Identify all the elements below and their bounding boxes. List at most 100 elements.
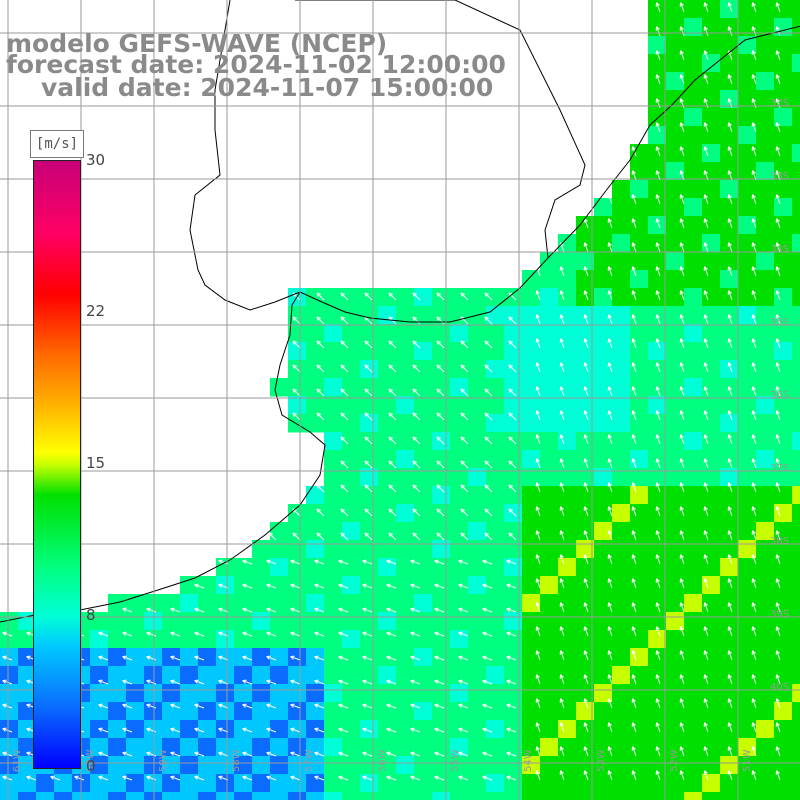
wind-arrow: [775, 458, 781, 469]
wind-arrow: [703, 50, 709, 61]
field-cell: [36, 774, 55, 793]
field-cell: [684, 234, 703, 253]
wind-arrow: [412, 412, 421, 421]
field-cell: [648, 576, 667, 595]
field-cell: [396, 288, 415, 307]
field-cell: [666, 504, 685, 523]
field-cell: [684, 90, 703, 109]
field-cell: [324, 342, 343, 361]
wind-arrow: [508, 484, 517, 493]
wind-arrow: [290, 655, 301, 661]
field-cell: [486, 774, 505, 793]
wind-arrow: [775, 122, 781, 133]
wind-arrow: [631, 458, 637, 469]
field-cell: [702, 126, 721, 145]
field-cell: [666, 162, 685, 181]
wind-arrow: [218, 751, 229, 757]
field-cell: [666, 180, 685, 199]
field-cell: [0, 684, 19, 703]
field-cell: [486, 306, 505, 325]
wind-arrow: [703, 746, 709, 757]
wind-arrow: [436, 484, 445, 493]
field-cell: [738, 396, 757, 415]
wind-arrow: [436, 388, 445, 397]
field-cell: [342, 738, 361, 757]
field-cell: [666, 72, 685, 91]
field-cell: [666, 36, 685, 55]
field-cell: [720, 198, 739, 217]
field-cell: [702, 54, 721, 73]
wind-arrow: [458, 631, 469, 637]
field-cell: [612, 252, 631, 271]
wind-arrow: [508, 388, 517, 397]
field-cell: [414, 720, 433, 739]
wind-arrow: [122, 631, 133, 637]
field-cell: [594, 756, 613, 775]
field-cell: [648, 216, 667, 235]
field-cell: [792, 432, 800, 451]
field-cell: [522, 486, 541, 505]
field-cell: [594, 792, 613, 800]
field-cell: [756, 630, 775, 649]
wind-arrow: [703, 770, 709, 781]
wind-arrow: [535, 698, 541, 709]
longitude-label: 61W: [12, 749, 23, 772]
wind-arrow: [775, 698, 781, 709]
field-cell: [666, 684, 685, 703]
wind-arrow: [535, 482, 541, 493]
wind-arrow: [340, 508, 349, 517]
field-cell: [540, 378, 559, 397]
wind-arrow: [482, 679, 493, 685]
field-cell: [630, 558, 649, 577]
wind-arrow: [434, 559, 445, 565]
field-cell: [594, 396, 613, 415]
colorbar-tick-label: 22: [86, 302, 106, 320]
wind-arrow: [655, 434, 661, 445]
field-cell: [648, 270, 667, 289]
field-cell: [288, 342, 307, 361]
field-cell: [738, 108, 757, 127]
wind-arrow: [679, 458, 685, 469]
wind-arrow: [607, 290, 613, 301]
wind-arrow: [482, 583, 493, 589]
wind-arrow: [460, 340, 469, 349]
wind-arrow: [679, 290, 685, 301]
wind-arrow: [364, 412, 373, 421]
field-cell: [756, 432, 775, 451]
wind-arrow: [436, 532, 445, 541]
field-cell: [558, 342, 577, 361]
field-cell: [414, 558, 433, 577]
field-cell: [792, 72, 800, 91]
field-cell: [216, 666, 235, 685]
field-cell: [144, 612, 163, 631]
field-cell: [360, 666, 379, 685]
wind-arrow: [775, 650, 781, 661]
field-cell: [774, 486, 793, 505]
field-cell: [630, 468, 649, 487]
field-cell: [468, 702, 487, 721]
wind-arrow: [727, 530, 733, 541]
wind-arrow: [340, 388, 349, 397]
wind-arrow: [484, 436, 493, 445]
field-cell: [396, 792, 415, 800]
wind-arrow: [631, 746, 637, 757]
field-cell: [486, 702, 505, 721]
wind-arrow: [434, 775, 445, 781]
field-cell: [720, 270, 739, 289]
wind-arrow: [775, 146, 781, 157]
field-cell: [378, 414, 397, 433]
field-cell: [684, 522, 703, 541]
wind-arrow: [607, 626, 613, 637]
wind-arrow: [535, 362, 541, 373]
field-cell: [342, 792, 361, 800]
field-cell: [432, 396, 451, 415]
field-cell: [342, 558, 361, 577]
field-cell: [18, 738, 37, 757]
wind-arrow: [679, 602, 685, 613]
field-cell: [396, 486, 415, 505]
field-cell: [702, 486, 721, 505]
field-cell: [540, 594, 559, 613]
wind-arrow: [751, 746, 757, 757]
field-cell: [306, 360, 325, 379]
wind-arrow: [703, 218, 709, 229]
